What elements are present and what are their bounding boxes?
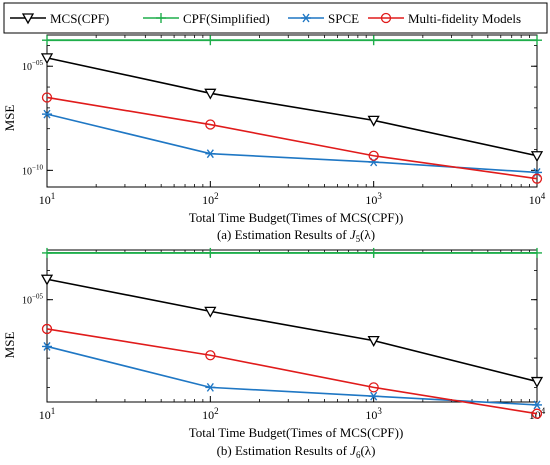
y-tick-label: 10−05 [22,293,43,307]
x-tick-label: 103 [365,406,382,422]
x-axis-label-b: Total Time Budget(Times of MCS(CPF)) [189,425,404,440]
series-multi-fidelity-models [41,92,543,184]
data-point [368,247,379,258]
legend-item-3: SPCE [288,11,359,26]
x-tick-label: 101 [39,406,56,422]
x-tick-label: 103 [365,191,382,207]
series-line [46,345,538,406]
legend-marker [380,12,392,24]
legend-marker [21,13,35,25]
data-point [531,173,543,184]
legend-item-1: MCS(CPF) [10,11,109,26]
series-mcs-cpf- [40,53,544,163]
legend-frame [3,2,548,34]
data-point [368,35,379,46]
y-axis-label-a: MSE [2,105,17,132]
legend-marker [301,13,311,23]
data-point [205,35,216,46]
x-tick-label: 102 [202,406,219,422]
legend-label: MCS(CPF) [50,11,109,26]
series-line [46,278,538,383]
legend-item-4: Multi-fidelity Models [368,11,521,26]
y-tick-label: 10−05 [22,59,43,73]
legend-label: SPCE [328,11,359,26]
series-cpf-simplified- [42,247,542,258]
series-spce [42,109,542,177]
legend: MCS(CPF) CPF(Simplified) SPCE Multi-fidelit… [3,2,548,34]
data-point [42,35,52,46]
series-line [46,113,538,174]
series-spce [42,342,542,410]
data-point [530,376,544,388]
data-point [205,119,216,130]
data-point [41,323,53,335]
data-point [205,247,216,258]
y-tick-label: 10−10 [22,163,43,177]
data-point [42,342,52,351]
y-axis-label-b: MSE [2,332,17,359]
data-point [205,149,216,159]
plot-frame-b [46,249,538,403]
data-point [368,382,379,393]
series-line [46,328,538,415]
data-point [41,92,53,103]
series-mcs-cpf- [40,274,544,388]
caption-a: (a) Estimation Results of J5(λ) [217,227,375,244]
data-point [204,88,217,100]
x-tick-label: 102 [202,191,219,207]
series-multi-fidelity-models [41,323,543,419]
legend-marker [156,13,166,23]
data-point [40,274,54,286]
series-line [46,57,538,157]
data-point [530,151,544,163]
caption-b: (b) Estimation Results of J6(λ) [217,443,376,460]
data-point [42,109,52,119]
chart-panel-b: MSE Total Time Budget(Times of MCS(CPF))… [2,247,546,460]
x-axis-label-a: Total Time Budget(Times of MCS(CPF)) [189,210,404,225]
data-point [532,400,542,410]
data-point [40,53,54,65]
chart-panel-a: MSE Total Time Budget(Times of MCS(CPF))… [2,34,546,244]
data-point [205,382,216,392]
data-point [367,335,380,347]
legend-label: CPF(Simplified) [183,11,270,26]
data-point [532,247,542,258]
x-tick-label: 101 [39,191,56,207]
series-cpf-simplified- [42,35,542,46]
data-point [204,306,217,318]
data-point [367,115,380,127]
data-point [368,391,379,401]
x-tick-label: 104 [529,406,546,422]
data-point [42,247,52,258]
legend-label: Multi-fidelity Models [408,11,521,26]
data-point [531,408,543,419]
series-line [46,96,538,180]
x-tick-label: 104 [529,191,546,207]
legend-item-2: CPF(Simplified) [143,11,270,26]
data-point [368,150,379,161]
plot-frame-a [46,34,538,188]
data-point [532,35,542,46]
data-point [205,350,216,361]
